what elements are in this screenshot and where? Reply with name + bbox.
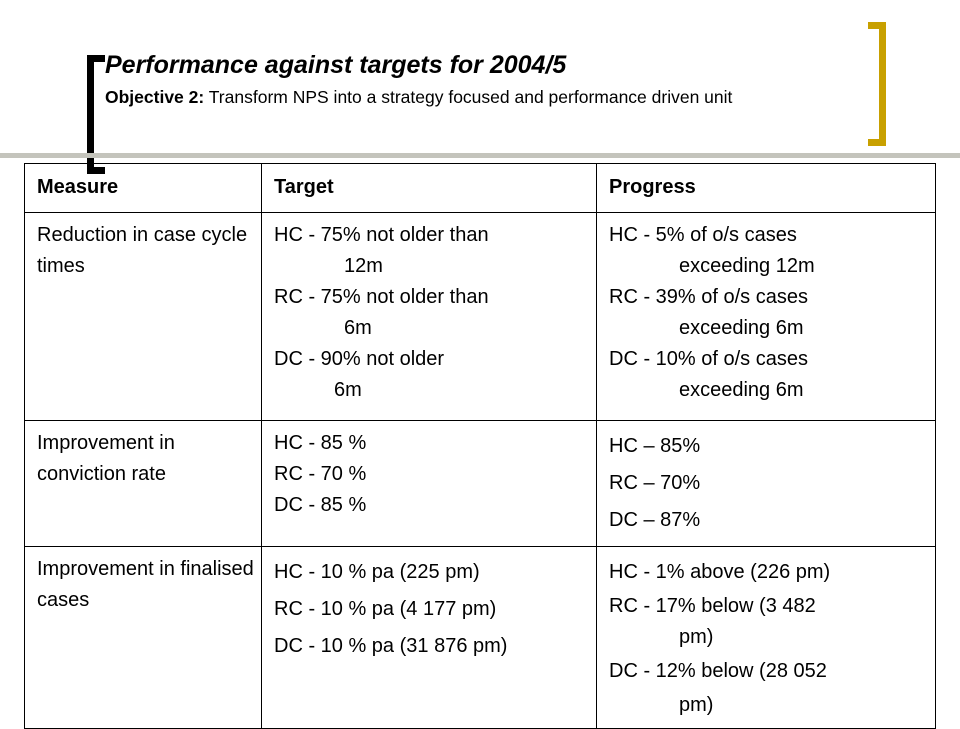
slide-title: Performance against targets for 2004/5	[105, 51, 567, 79]
progress-line: HC - 5% of o/s cases	[609, 224, 797, 246]
progress-line: DC - 10% of o/s cases	[609, 348, 808, 370]
measure-cell: Reduction in case cycle times	[24, 212, 262, 421]
header-target: Target	[261, 163, 597, 213]
slide-subtitle: Objective 2: Transform NPS into a strate…	[105, 86, 860, 109]
target-line: DC - 10 % pa (31 876 pm)	[274, 635, 508, 657]
measure-cell: Improvement in finalised cases	[24, 546, 262, 729]
table-row: Improvement in finalised cases HC - 10 %…	[24, 546, 936, 729]
progress-line-cont: exceeding 6m	[679, 317, 804, 339]
target-line: HC - 10 % pa (225 pm)	[274, 561, 480, 583]
progress-line: HC – 85%	[609, 435, 701, 457]
progress-line-cont: pm)	[679, 626, 714, 648]
table-header-row: Measure Target Progress	[24, 163, 936, 213]
progress-line: HC - 1% above (226 pm)	[609, 561, 831, 583]
performance-table: Measure Target Progress Reduction in cas…	[24, 163, 936, 729]
progress-line: RC – 70%	[609, 472, 701, 494]
header-progress: Progress	[596, 163, 936, 213]
progress-line: RC - 39% of o/s cases	[609, 286, 808, 308]
progress-line: RC - 17% below (3 482	[609, 595, 816, 617]
target-cell: HC - 75% not older than 12m RC - 75% not…	[261, 212, 597, 421]
objective-text: Transform NPS into a strategy focused an…	[204, 87, 733, 107]
target-line: RC - 70 %	[274, 463, 367, 485]
title-divider	[0, 153, 960, 158]
progress-line-cont: exceeding 12m	[679, 255, 815, 277]
progress-line-cont: exceeding 6m	[679, 379, 804, 401]
progress-cell: HC - 1% above (226 pm) RC - 17% below (3…	[596, 546, 936, 729]
header-measure: Measure	[24, 163, 262, 213]
progress-line: DC – 87%	[609, 509, 701, 531]
progress-cell: HC – 85% RC – 70% DC – 87%	[596, 420, 936, 547]
target-line: HC - 75% not older than	[274, 224, 489, 246]
progress-line-cont: pm)	[679, 694, 714, 716]
title-block: Performance against targets for 2004/5 O…	[105, 50, 860, 109]
progress-cell: HC - 5% of o/s cases exceeding 12m RC - …	[596, 212, 936, 421]
objective-label: Objective 2:	[105, 87, 205, 107]
target-line: RC - 10 % pa (4 177 pm)	[274, 598, 497, 620]
table-row: Improvement in conviction rate HC - 85 %…	[24, 420, 936, 547]
target-line-cont: 6m	[334, 379, 362, 401]
target-line: RC - 75% not older than	[274, 286, 489, 308]
measure-cell: Improvement in conviction rate	[24, 420, 262, 547]
target-line: DC - 85 %	[274, 494, 367, 516]
table-row: Reduction in case cycle times HC - 75% n…	[24, 212, 936, 421]
target-cell: HC - 10 % pa (225 pm) RC - 10 % pa (4 17…	[261, 546, 597, 729]
right-bracket-decoration	[868, 22, 886, 146]
target-line-cont: 6m	[344, 317, 372, 339]
target-cell: HC - 85 % RC - 70 % DC - 85 %	[261, 420, 597, 547]
target-line: DC - 90% not older	[274, 348, 445, 370]
target-line: HC - 85 %	[274, 432, 367, 454]
progress-line: DC - 12% below (28 052	[609, 660, 827, 682]
target-line-cont: 12m	[344, 255, 383, 277]
